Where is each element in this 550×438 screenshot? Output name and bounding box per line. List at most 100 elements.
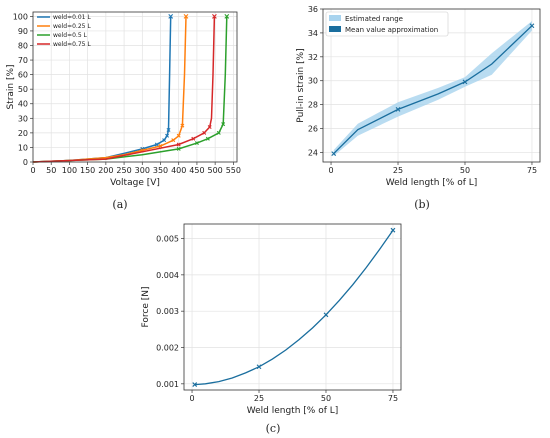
series-point-2 bbox=[176, 146, 181, 151]
y-tick-label-a: 50 bbox=[18, 85, 28, 94]
legend-label-3: weld=0.75 L bbox=[53, 41, 91, 48]
legend-b: Estimated range Mean value approximation bbox=[325, 11, 449, 37]
series-point-0 bbox=[165, 133, 170, 138]
y-tick-label-c: 0.005 bbox=[156, 235, 179, 244]
x-tick-label-c: 0 bbox=[189, 394, 194, 403]
mean-value-curve bbox=[333, 25, 533, 155]
series-point-0 bbox=[162, 138, 167, 143]
legend-label-1: weld=0.25 L bbox=[53, 23, 91, 30]
data-point bbox=[331, 151, 337, 157]
x-tick-label-b: 50 bbox=[460, 166, 470, 175]
y-tick-label-c: 0.003 bbox=[156, 307, 179, 316]
y-tick-label-a: 100 bbox=[13, 12, 28, 21]
legend-a: weld=0.01 L weld=0.25 L weld=0.5 L weld=0.7… bbox=[37, 14, 91, 48]
series-point-0 bbox=[154, 142, 159, 147]
series-point-2 bbox=[221, 122, 226, 127]
series-point-1 bbox=[180, 123, 185, 128]
data-point bbox=[529, 23, 535, 29]
series-point-3 bbox=[202, 130, 207, 135]
y-tick-label-b: 28 bbox=[308, 101, 318, 110]
panel-label-c: (c) bbox=[266, 422, 281, 435]
series-point-3 bbox=[191, 136, 196, 141]
x-axis-label-c: Weld length [% of L] bbox=[247, 406, 339, 416]
x-tick-label-b: 0 bbox=[328, 166, 333, 175]
x-tick-label-a: 150 bbox=[80, 166, 95, 175]
series-end-marker-1 bbox=[183, 13, 189, 19]
data-point bbox=[256, 364, 262, 370]
series-end-marker-3 bbox=[212, 13, 217, 19]
legend-label-range: Estimated range bbox=[345, 15, 403, 23]
y-tick-label-a: 70 bbox=[18, 56, 28, 65]
x-tick-label-b: 75 bbox=[527, 166, 537, 175]
y-axis-label-a: Strain [%] bbox=[6, 64, 16, 109]
panel-label-a: (a) bbox=[112, 198, 127, 211]
y-tick-label-b: 24 bbox=[308, 148, 318, 157]
axes-frame-c bbox=[183, 223, 402, 391]
x-tick-label-a: 50 bbox=[46, 166, 56, 175]
x-tick-label-a: 450 bbox=[189, 166, 204, 175]
x-tick-label-a: 250 bbox=[116, 166, 131, 175]
legend-label-0: weld=0.01 L bbox=[53, 14, 91, 21]
x-tick-label-a: 400 bbox=[171, 166, 186, 175]
plot-area-a bbox=[33, 12, 237, 162]
series-point-2 bbox=[216, 130, 221, 135]
panel-label-b: (b) bbox=[414, 198, 430, 211]
x-tick-label-c: 25 bbox=[254, 394, 264, 403]
estimated-range-band bbox=[333, 21, 532, 156]
y-tick-label-c: 0.001 bbox=[156, 380, 179, 389]
y-tick-label-a: 60 bbox=[18, 71, 28, 80]
x-tick-label-a: 200 bbox=[98, 166, 113, 175]
y-axis-label-b: Pull-in strain [%] bbox=[296, 48, 306, 122]
chart-a-strain-vs-voltage: 0 50 100 150 200 250 300 350 400 450 500 5500102030… bbox=[6, 11, 241, 188]
y-axis-label-c: Force [N] bbox=[141, 287, 151, 328]
chart-c-force: 0 25 50 75 0.001 0.002 0.003 0.004 0.005 Weld len… bbox=[141, 223, 402, 416]
y-tick-label-b: 26 bbox=[308, 125, 318, 134]
x-tick-label-a: 500 bbox=[208, 166, 223, 175]
series-point-0 bbox=[166, 127, 171, 132]
series-end-marker-0 bbox=[168, 13, 174, 19]
series-point-1 bbox=[176, 133, 181, 138]
y-tick-label-b: 32 bbox=[308, 53, 318, 62]
axes-frame-a bbox=[32, 11, 238, 163]
legend-swatch-range bbox=[329, 15, 341, 21]
data-point bbox=[323, 312, 329, 318]
series-point-2 bbox=[205, 136, 210, 141]
data-point bbox=[395, 107, 401, 112]
chart-b-pull-in-strain: 0 25 50 75 24 26 28 30 32 34 36 Weld length [% of L… bbox=[296, 5, 541, 188]
legend-swatch-mean bbox=[329, 26, 341, 32]
y-tick-label-c: 0.002 bbox=[156, 344, 179, 353]
y-tick-label-a: 80 bbox=[18, 41, 28, 50]
data-point bbox=[192, 382, 198, 387]
x-axis-label-b: Weld length [% of L] bbox=[386, 178, 478, 188]
y-tick-label-a: 0 bbox=[23, 158, 28, 167]
y-tick-label-b: 30 bbox=[308, 77, 318, 86]
x-tick-label-a: 100 bbox=[62, 166, 77, 175]
data-point bbox=[462, 79, 468, 85]
y-tick-label-a: 90 bbox=[18, 27, 28, 36]
x-tick-label-a: 300 bbox=[135, 166, 150, 175]
x-tick-label-a: 550 bbox=[226, 166, 241, 175]
y-tick-label-b: 36 bbox=[308, 5, 318, 14]
series-end-marker-2 bbox=[224, 13, 230, 19]
x-tick-label-c: 75 bbox=[388, 394, 398, 403]
x-tick-label-b: 25 bbox=[393, 166, 403, 175]
series-point-3 bbox=[176, 142, 181, 147]
series-point-2 bbox=[194, 141, 199, 146]
y-tick-label-a: 10 bbox=[18, 143, 28, 152]
y-tick-label-a: 30 bbox=[18, 114, 28, 123]
y-tick-label-b: 34 bbox=[308, 29, 318, 38]
legend-label-mean: Mean value approximation bbox=[345, 26, 438, 34]
y-tick-label-a: 20 bbox=[18, 129, 28, 138]
axes-frame-b bbox=[322, 8, 541, 163]
series-point-1 bbox=[171, 138, 176, 143]
legend-label-2: weld=0.5 L bbox=[53, 32, 88, 39]
x-tick-label-a: 350 bbox=[153, 166, 168, 175]
legend-box-b bbox=[325, 11, 449, 37]
x-tick-label-c: 50 bbox=[321, 394, 331, 403]
y-tick-label-a: 40 bbox=[18, 100, 28, 109]
plot-area-c bbox=[184, 224, 401, 390]
series-point-3 bbox=[207, 125, 212, 130]
data-point bbox=[390, 227, 396, 233]
x-axis-label-a: Voltage [V] bbox=[110, 178, 160, 188]
